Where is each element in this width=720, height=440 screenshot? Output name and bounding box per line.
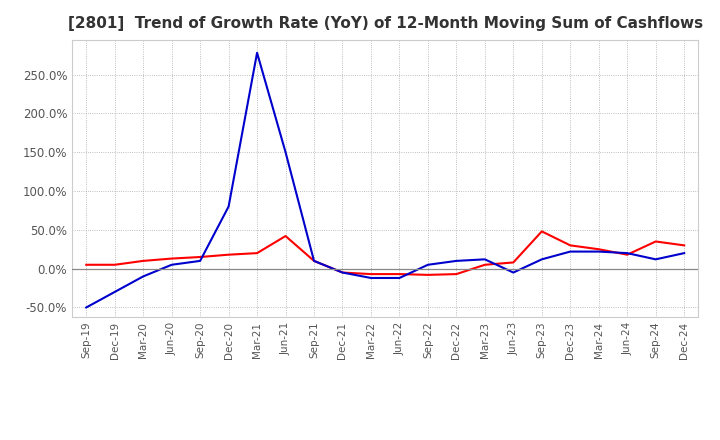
Operating Cashflow [395, 271, 404, 277]
Free Cashflow [225, 204, 233, 209]
Operating Cashflow [595, 246, 603, 252]
Operating Cashflow [110, 262, 119, 268]
Operating Cashflow [452, 271, 461, 277]
Free Cashflow [82, 305, 91, 310]
Operating Cashflow [680, 243, 688, 248]
Free Cashflow [680, 250, 688, 256]
Free Cashflow [480, 257, 489, 262]
Operating Cashflow [167, 256, 176, 261]
Operating Cashflow [310, 258, 318, 264]
Title: [2801]  Trend of Growth Rate (YoY) of 12-Month Moving Sum of Cashflows: [2801] Trend of Growth Rate (YoY) of 12-… [68, 16, 703, 32]
Free Cashflow [196, 258, 204, 264]
Operating Cashflow [253, 250, 261, 256]
Free Cashflow [566, 249, 575, 254]
Operating Cashflow [282, 233, 290, 238]
Operating Cashflow [82, 262, 91, 268]
Operating Cashflow [139, 258, 148, 264]
Free Cashflow [395, 275, 404, 281]
Free Cashflow [282, 150, 290, 155]
Free Cashflow [110, 290, 119, 295]
Free Cashflow [509, 270, 518, 275]
Operating Cashflow [366, 271, 375, 277]
Free Cashflow [338, 270, 347, 275]
Free Cashflow [452, 258, 461, 264]
Operating Cashflow [225, 252, 233, 257]
Free Cashflow [595, 249, 603, 254]
Operating Cashflow [509, 260, 518, 265]
Free Cashflow [139, 274, 148, 279]
Operating Cashflow [338, 270, 347, 275]
Free Cashflow [537, 257, 546, 262]
Free Cashflow [253, 50, 261, 55]
Free Cashflow [167, 262, 176, 268]
Operating Cashflow [196, 254, 204, 260]
Operating Cashflow [652, 239, 660, 244]
Operating Cashflow [423, 272, 432, 278]
Free Cashflow [623, 250, 631, 256]
Operating Cashflow [623, 252, 631, 257]
Free Cashflow [366, 275, 375, 281]
Operating Cashflow [566, 243, 575, 248]
Free Cashflow [423, 262, 432, 268]
Line: Free Cashflow: Free Cashflow [86, 53, 684, 308]
Line: Operating Cashflow: Operating Cashflow [86, 231, 684, 275]
Operating Cashflow [480, 262, 489, 268]
Free Cashflow [310, 258, 318, 264]
Operating Cashflow [537, 229, 546, 234]
Free Cashflow [652, 257, 660, 262]
